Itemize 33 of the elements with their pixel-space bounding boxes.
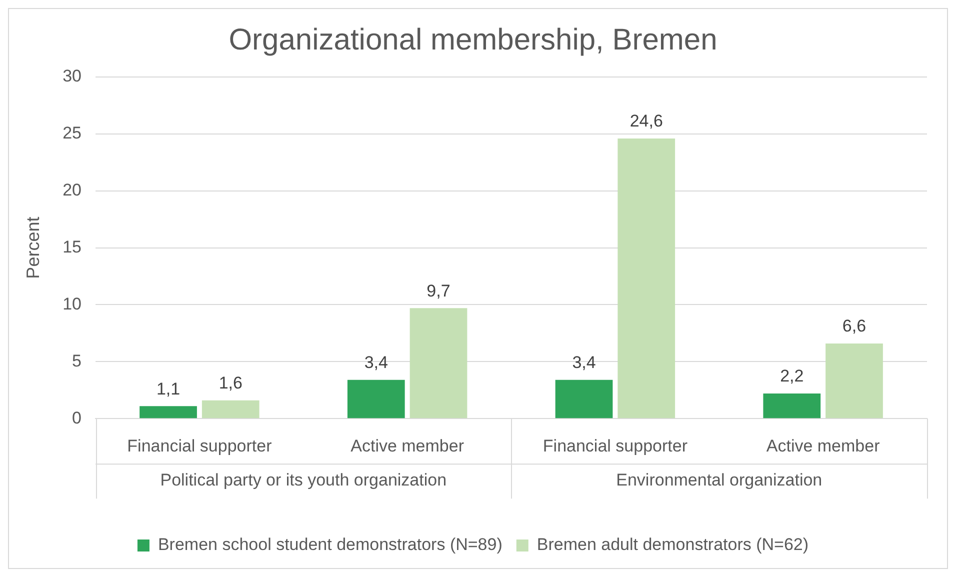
x-tick-label: Active member [350, 436, 464, 456]
data-label: 3,4 [572, 353, 596, 372]
y-tick-label: 25 [62, 124, 82, 143]
bar [826, 343, 883, 418]
y-tick-label: 20 [62, 180, 82, 200]
chart-title: Organizational membership, Bremen [228, 23, 718, 56]
y-tick-label: 5 [72, 351, 82, 370]
bar [202, 400, 260, 418]
y-tick-label: 0 [72, 408, 82, 428]
bar [618, 138, 676, 418]
y-axis-title: Percent [22, 216, 43, 279]
data-label: 2,2 [780, 366, 804, 386]
data-label: 24,6 [630, 112, 663, 131]
bar [555, 380, 613, 418]
legend-label: Bremen school student demonstrators (N=89) [158, 535, 502, 554]
data-label: 1,6 [218, 374, 242, 393]
text: Political party or its youth organization [160, 470, 447, 490]
x-tick-label: Financial supporter [127, 436, 272, 456]
text: Environmental organization [616, 470, 822, 490]
bar [347, 380, 405, 418]
data-label: 6,6 [842, 316, 866, 336]
y-tick-label: 15 [62, 237, 82, 256]
legend-label: Bremen adult demonstrators (N=62) [536, 535, 809, 554]
y-tick-label: 30 [62, 66, 82, 86]
x-tick-label: Financial supporter [542, 436, 688, 456]
bar [410, 308, 468, 418]
bar [763, 394, 821, 418]
x-tick-label: Active member [766, 436, 880, 456]
data-label: 9,7 [426, 281, 450, 300]
y-tick-label: 10 [62, 294, 82, 314]
bar [140, 406, 197, 418]
data-label: 1,1 [156, 379, 180, 398]
data-label: 3,4 [364, 353, 388, 372]
